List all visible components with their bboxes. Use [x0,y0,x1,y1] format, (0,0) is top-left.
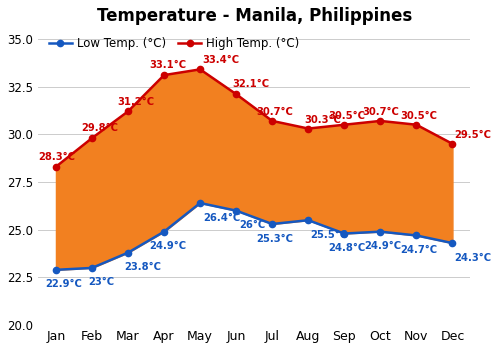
Text: 26.4°C: 26.4°C [203,212,240,223]
Text: 30.3°C: 30.3°C [304,115,342,125]
Text: 30.7°C: 30.7°C [256,107,293,117]
Text: 25.5°C: 25.5°C [310,230,347,240]
Legend: Low Temp. (°C), High Temp. (°C): Low Temp. (°C), High Temp. (°C) [44,32,304,55]
Text: 25.3°C: 25.3°C [256,233,293,244]
Text: 23.8°C: 23.8°C [124,262,162,272]
Text: 26°C: 26°C [239,220,266,230]
Text: 33.1°C: 33.1°C [150,60,187,70]
Text: 24.9°C: 24.9°C [150,241,187,251]
Text: 24.3°C: 24.3°C [454,253,492,262]
Text: 24.8°C: 24.8°C [328,243,366,253]
Text: 31.2°C: 31.2°C [117,97,154,107]
Text: 23°C: 23°C [88,278,115,287]
Text: 30.7°C: 30.7°C [362,107,399,117]
Text: 28.3°C: 28.3°C [38,152,75,162]
Text: 30.5°C: 30.5°C [328,111,365,121]
Text: 24.9°C: 24.9°C [364,241,402,251]
Title: Temperature - Manila, Philippines: Temperature - Manila, Philippines [96,7,412,25]
Text: 29.5°C: 29.5°C [454,130,491,140]
Text: 33.4°C: 33.4°C [202,55,239,65]
Text: 30.5°C: 30.5°C [400,111,437,121]
Text: 32.1°C: 32.1°C [232,79,270,89]
Text: 29.8°C: 29.8°C [81,123,118,133]
Text: 22.9°C: 22.9°C [45,279,82,289]
Text: 24.7°C: 24.7°C [400,245,438,255]
